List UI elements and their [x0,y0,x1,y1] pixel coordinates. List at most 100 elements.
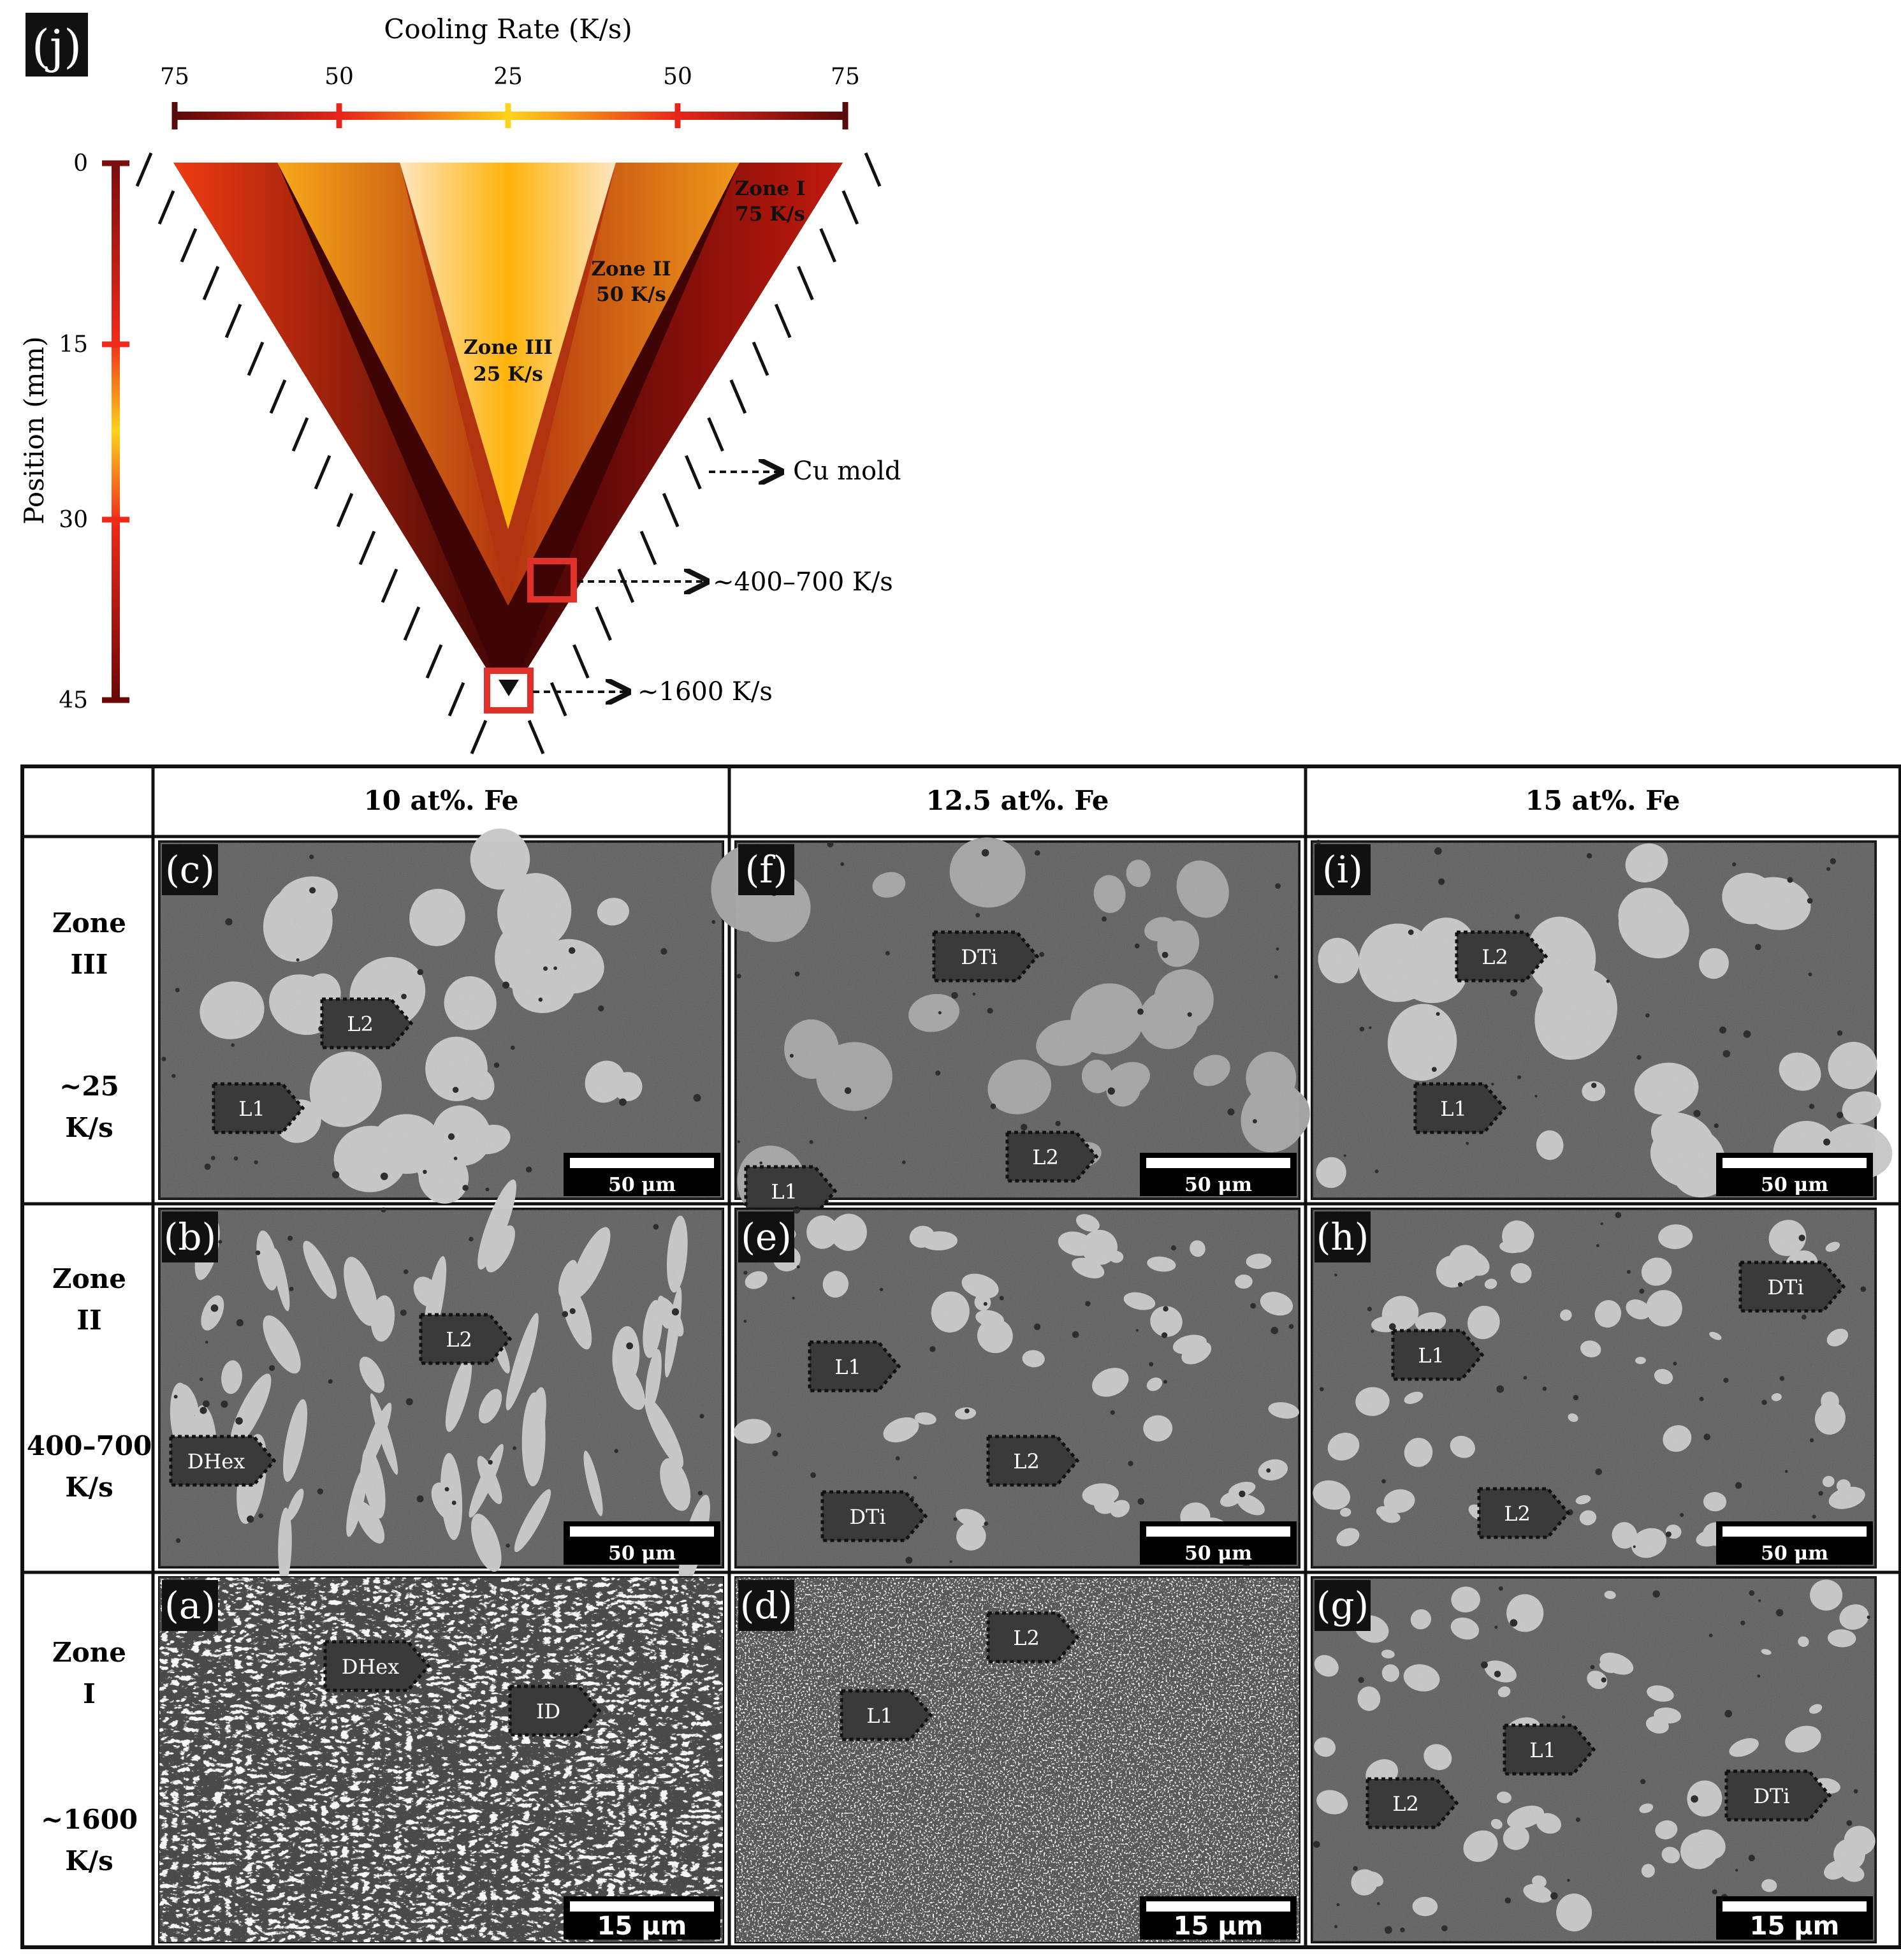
phase-tag-label: DHex [342,1655,400,1679]
wall-rate-label: ~400–700 K/s [713,567,893,597]
table-frame [20,764,1901,1949]
phase-tag-shape [1503,1723,1596,1776]
phase-tag-label: L2 [446,1327,472,1352]
hatch-line [819,228,836,263]
panel-label-box [162,1580,218,1631]
scale-bar-label: 50 μm [608,1542,676,1565]
scale-bar [570,1158,714,1168]
hatch-line [157,190,175,225]
panel-label: (c) [165,848,215,891]
grain-noise [1312,1577,1876,1942]
micrograph-panel: (h) 50 μm DTi L1 L2 [1311,1208,1877,1569]
scale-bar [1723,1526,1867,1537]
hatch-line [774,304,792,339]
hatch-line [639,530,657,566]
scale-bar [1146,1526,1290,1537]
phase-tag-label: DHex [187,1449,245,1474]
scale-bar-label: 50 μm [1184,1542,1252,1565]
phase-tag-label: L2 [1482,945,1508,969]
hatch-line [662,493,680,527]
scale-bar-label: 15 μm [597,1912,687,1941]
hatch-line [797,266,814,300]
panel-label: (d) [740,1584,792,1627]
hatch-line [550,682,567,717]
phase-tag-shape [840,1689,933,1741]
phase-tag-label: L2 [347,1012,374,1036]
micrograph-panel: (b) 50 μm L2 DHex [158,1179,724,1588]
phase-tag-label: L1 [1418,1343,1445,1368]
scale-bar [1146,1901,1290,1912]
wall-highlight-box [527,558,577,603]
hatch-line [425,644,443,679]
phase-tag-label: L1 [238,1097,265,1121]
scale-bar [1723,1901,1867,1912]
hatch-line [224,304,242,339]
phase-tag-shape [1477,1487,1571,1539]
grain-noise [1312,842,1876,1199]
hatch-line [752,341,769,376]
position-axis-title: Position (mm) [18,336,50,524]
phase-tag-label: L2 [1032,1145,1059,1169]
position-tick-label: 0 [73,150,88,177]
grain-noise [159,842,723,1199]
cooling-rate-ticks: 75 50 25 50 75 [160,64,860,90]
row-zone-word: Zone [52,907,126,939]
scale-bar-label: 15 μm [1174,1912,1264,1941]
cooling-rate-tick-label: 25 [493,64,523,90]
position-tick-label: 15 [59,332,88,358]
phase-tag-shape [1366,1777,1459,1829]
hatch-line [572,644,590,679]
hatch-line [135,152,153,187]
cooling-rate-schematic: (j) Cooling Rate (K/s) 75 50 25 50 75 Positi… [18,13,901,754]
phase-tag-label: L1 [1529,1738,1556,1762]
panel-label: (g) [1316,1584,1369,1627]
phase-tag-label: DTi [961,945,997,969]
panel-label-box [738,1211,794,1262]
zone-1-rate: 75 K/s [735,203,805,226]
phase-tag-label: ID [536,1699,560,1723]
panel-label-box [1315,1580,1371,1631]
panel-label-box [738,844,794,895]
phase-tag-shape [1724,1769,1832,1822]
panel-label: (f) [745,848,788,891]
phase-tag-shape [986,1435,1080,1487]
hatch-line [595,606,612,641]
phase-tag-shape [808,1340,901,1393]
column-header-12-5-fe: 12.5 at%. Fe [926,785,1109,816]
phase-tag-shape [212,1082,305,1134]
column-header-10-fe: 10 at%. Fe [363,785,518,816]
phase-tag-label: DTi [1753,1784,1789,1808]
cu-mold-hatching [135,152,882,754]
micrograph-panel: (i) 50 μm L2 L1 [1311,840,1893,1200]
zone-2-rate: 50 K/s [596,283,666,306]
hatch-line [336,493,354,527]
row-zone-word: Zone [52,1263,126,1294]
hatch-line [841,190,859,225]
phase-tag-label: DTi [849,1505,885,1529]
hatch-line [180,228,198,263]
hatch-line [527,720,545,754]
zone-2-name: Zone II [591,258,671,281]
zone-1-name: Zone I [735,177,806,200]
cooling-rate-tick-label: 75 [831,64,860,90]
phase-tag-label: L2 [1504,1502,1531,1526]
hatch-line [314,455,331,490]
phase-tag-shape [820,1490,928,1542]
cu-mold-label: Cu mold [793,457,901,486]
row-unit: K/s [65,1845,113,1876]
panel-label-box [1315,1211,1371,1262]
cooling-rate-axis-title: Cooling Rate (K/s) [384,13,632,45]
phase-tag-shape [1005,1130,1099,1183]
row-unit: K/s [65,1112,113,1143]
cooling-rate-tick-label: 50 [324,64,354,90]
panel-label: (b) [164,1215,216,1259]
phase-tag-shape [1391,1329,1485,1381]
micrograph-panel: (f) 50 μm DTi L2 L1 [711,837,1310,1221]
scale-bar [570,1901,714,1912]
phase-tag-shape [1455,930,1548,983]
scale-bar-label: 50 μm [608,1174,676,1196]
hatch-line [358,530,376,566]
hatch-line [685,455,702,490]
tip-rate-label: ~1600 K/s [637,677,773,706]
